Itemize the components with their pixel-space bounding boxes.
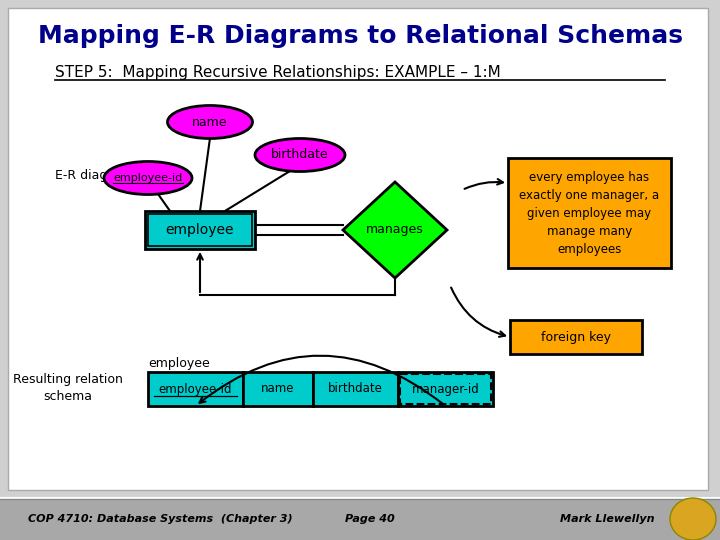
Bar <box>148 372 243 406</box>
Bar <box>398 372 493 406</box>
FancyBboxPatch shape <box>8 8 708 490</box>
Bar <box>313 372 398 406</box>
Ellipse shape <box>670 498 716 540</box>
Bar <box>0 498 720 540</box>
Text: foreign key: foreign key <box>541 330 611 343</box>
Bar <box>508 158 671 268</box>
Bar <box>145 211 255 249</box>
Bar <box>148 214 252 246</box>
Text: birthdate: birthdate <box>328 382 383 395</box>
Text: COP 4710: Database Systems  (Chapter 3): COP 4710: Database Systems (Chapter 3) <box>28 514 292 524</box>
Text: manager-id: manager-id <box>412 382 480 395</box>
Bar <box>510 320 642 354</box>
Text: birthdate: birthdate <box>271 148 329 161</box>
Text: manages: manages <box>366 224 424 237</box>
Polygon shape <box>343 182 447 278</box>
Text: employee-id: employee-id <box>158 382 233 395</box>
Text: every employee has
exactly one manager, a
given employee may
manage many
employe: every employee has exactly one manager, … <box>519 171 660 255</box>
Bar <box>400 374 491 404</box>
Bar <box>243 372 313 406</box>
Ellipse shape <box>104 161 192 194</box>
Text: employee: employee <box>148 357 210 370</box>
Text: Mapping E-R Diagrams to Relational Schemas: Mapping E-R Diagrams to Relational Schem… <box>37 24 683 48</box>
Text: Resulting relation
schema: Resulting relation schema <box>13 373 123 403</box>
Text: Page 40: Page 40 <box>345 514 395 524</box>
Text: name: name <box>192 116 228 129</box>
Ellipse shape <box>168 105 253 138</box>
Text: E-R diagram: E-R diagram <box>55 168 132 181</box>
Text: name: name <box>261 382 294 395</box>
Text: employee: employee <box>166 223 234 237</box>
Text: STEP 5:  Mapping Recursive Relationships: EXAMPLE – 1:M: STEP 5: Mapping Recursive Relationships:… <box>55 64 500 79</box>
Ellipse shape <box>255 138 345 172</box>
Text: Mark Llewellyn: Mark Llewellyn <box>560 514 654 524</box>
Text: employee-id: employee-id <box>113 173 183 183</box>
